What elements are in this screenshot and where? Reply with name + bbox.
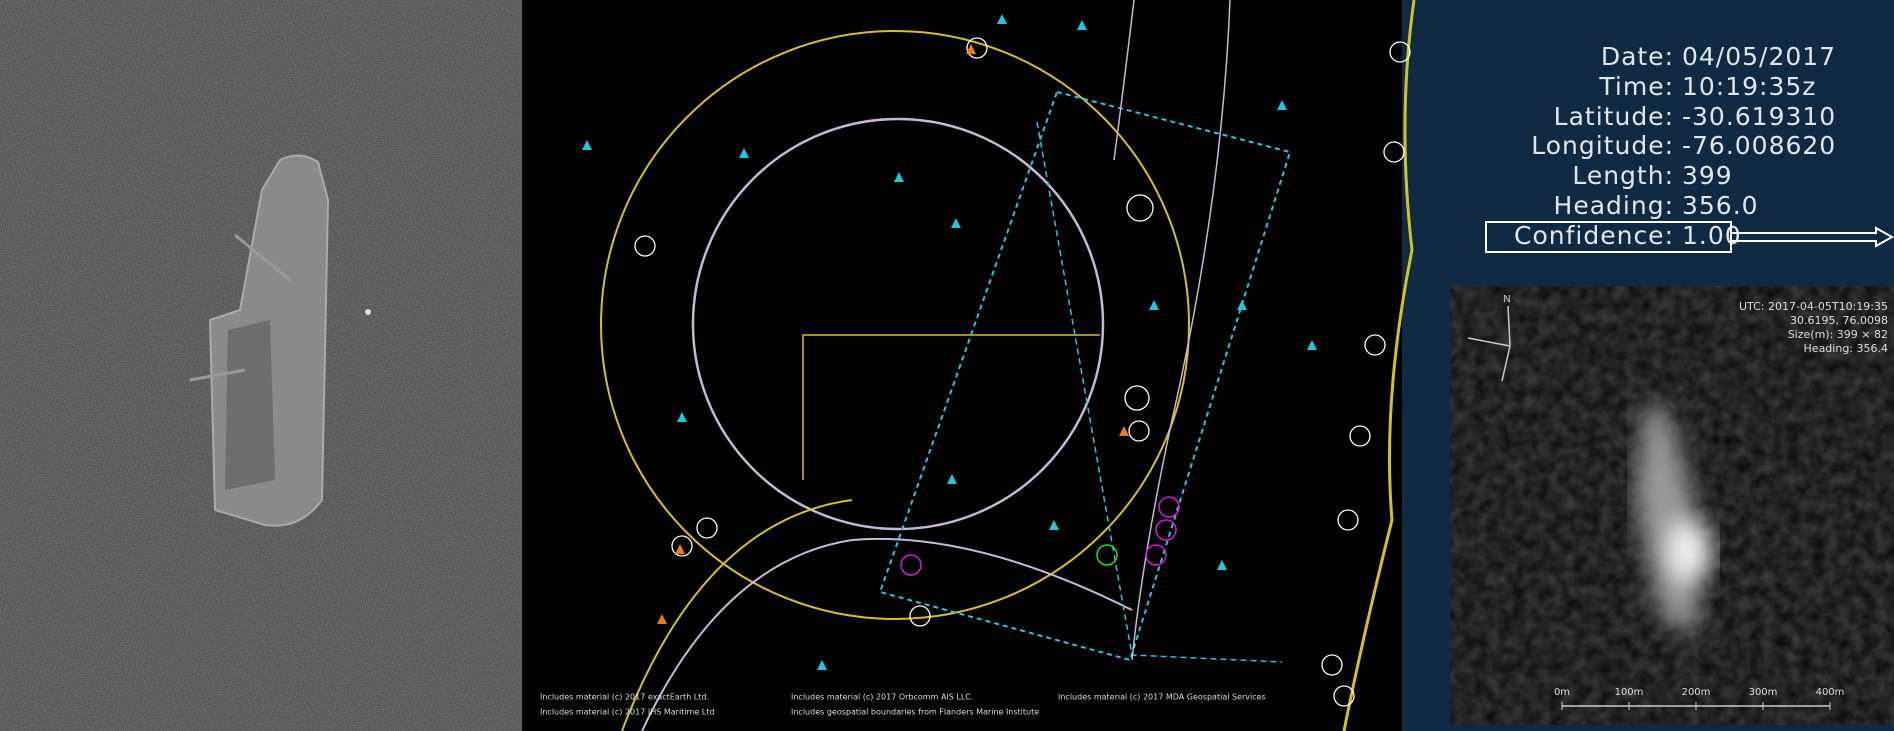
image-chip: N UTC: 2017-04-05T10:19:35 30.6195, 76.0… [1450, 286, 1894, 725]
detections [900, 496, 1180, 576]
attribution: Includes material (c) 2017 exactEarth Lt… [540, 693, 1266, 717]
info-value: 04/05/2017 [1682, 42, 1837, 71]
info-value: -76.008620 [1682, 131, 1837, 160]
info-row: Confidence: 1.00 [1420, 221, 1894, 251]
info-row: Longitude: -76.008620 [1420, 131, 1894, 161]
object [365, 309, 371, 315]
ais-vessels [657, 44, 1129, 624]
info-row: Time: 10:19:35z [1420, 72, 1894, 102]
footprint [878, 90, 1292, 662]
info-value: 356.0 [1682, 191, 1759, 220]
range-ring [641, 537, 1133, 731]
scale-label: 100m [1615, 687, 1644, 698]
range-ring [621, 499, 853, 731]
info-value: 399 [1682, 161, 1733, 190]
ship-crane [189, 368, 246, 382]
chip-size: Size(m): 399 × 82 [1788, 328, 1888, 341]
info-label: Time: [1599, 72, 1674, 101]
attribution-text: Includes material (c) 2017 Orbcomm AIS L… [791, 693, 973, 702]
info-value: 10:19:35z [1682, 72, 1817, 101]
coastline [1342, 0, 1416, 731]
info-label: Heading: [1553, 191, 1674, 220]
ship-crane [234, 233, 291, 282]
compass-label: N [1503, 294, 1510, 305]
attribution-text: Includes material (c) 2017 MDA Geospatia… [1058, 693, 1266, 702]
info-label: Confidence: [1514, 221, 1674, 250]
detection [1096, 544, 1118, 566]
vessel-markers [634, 37, 1411, 707]
scale-label: 0m [1554, 687, 1570, 698]
info-value: -30.619310 [1682, 102, 1837, 131]
confidence-box [1485, 221, 1732, 253]
scale-label: 200m [1682, 687, 1711, 698]
scale-label: 300m [1749, 687, 1778, 698]
info-label: Longitude: [1531, 131, 1674, 160]
info-row: Heading: 356.0 [1420, 191, 1894, 221]
attribution-text: Includes material (c) 2017 exactEarth Lt… [540, 693, 709, 702]
ship-signature [1635, 404, 1712, 636]
track [1113, 0, 1231, 661]
chip-utc: UTC: 2017-04-05T10:19:35 [1739, 300, 1888, 313]
info-row: Length: 399 [1420, 161, 1894, 191]
attribution-text: Includes geospatial boundaries from Flan… [791, 708, 1039, 717]
info-label: Latitude: [1553, 102, 1674, 131]
chip-heading: Heading: 356.4 [1804, 342, 1888, 355]
info-label: Length: [1572, 161, 1674, 190]
attribution-text: Includes material (c) 2017 IHS Maritime … [540, 708, 714, 717]
arrow [1731, 226, 1894, 248]
sector [802, 334, 1100, 480]
range-ring [600, 30, 1190, 620]
chip-position: 30.6195, 76.0098 [1790, 314, 1888, 327]
info-label: Date: [1600, 42, 1674, 71]
scale-label: 400m [1816, 687, 1845, 698]
ais-vessels [582, 14, 1317, 670]
info-row: Date: 04/05/2017 [1420, 42, 1894, 72]
compass [1467, 305, 1511, 382]
range-ring [691, 117, 1105, 531]
highlight [1485, 221, 1894, 253]
satellite-image [0, 0, 522, 731]
ship-deck [225, 320, 275, 490]
ais-map: Includes material (c) 2017 exactEarth Lt… [522, 0, 1420, 731]
info-row: Latitude: -30.619310 [1420, 102, 1894, 132]
